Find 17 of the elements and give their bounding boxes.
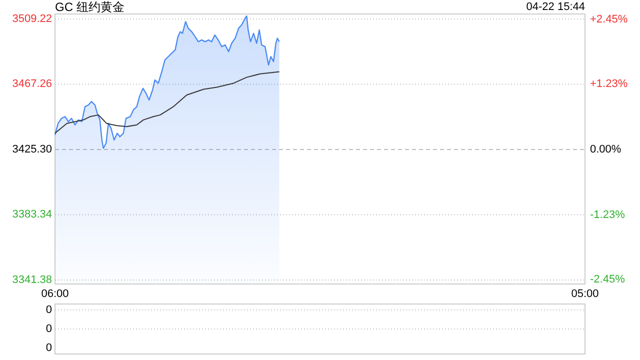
y-tick-label: 3341.38 xyxy=(12,274,52,286)
y2-tick-label: +1.23% xyxy=(590,78,628,90)
y-tick-label: 3467.26 xyxy=(12,78,52,90)
text: 05:00 xyxy=(571,288,599,300)
y2-tick-label: +2.45% xyxy=(590,13,628,26)
text: 04-22 15:44 xyxy=(526,1,585,13)
chart-title: GC 纽约黄金 xyxy=(55,0,124,14)
text: 0 xyxy=(46,342,52,354)
y2-tick-label: 0.00% xyxy=(590,144,622,156)
y-tick-label: 3425.30 xyxy=(12,143,52,156)
text: 0 xyxy=(46,323,52,335)
y-tick-label: 3383.34 xyxy=(12,208,52,221)
y2-tick-label: -2.45% xyxy=(590,274,626,286)
text: 0 xyxy=(46,304,52,316)
y-tick-label: 3509.22 xyxy=(12,12,52,25)
text: 06:00 xyxy=(41,288,69,300)
y2-tick-label: -1.23% xyxy=(590,208,626,221)
